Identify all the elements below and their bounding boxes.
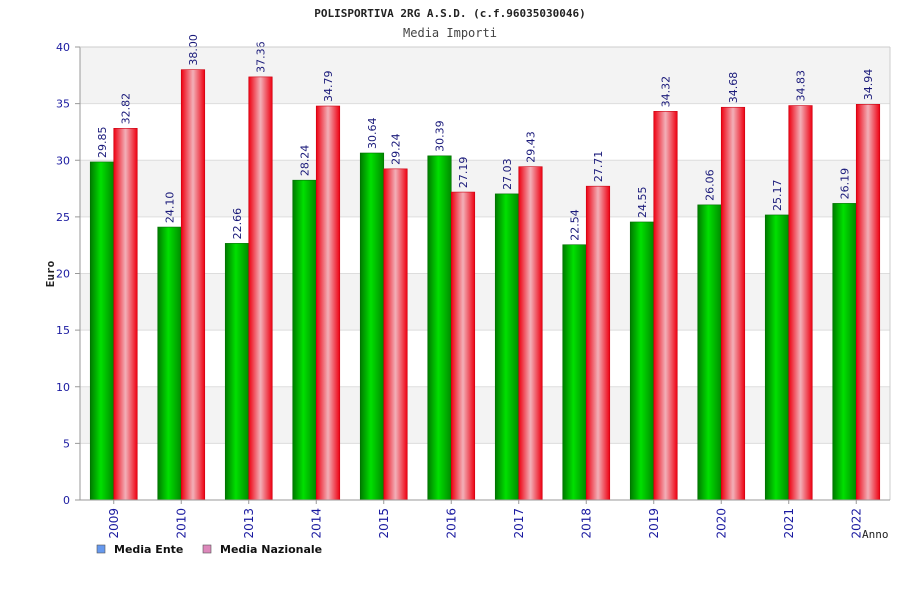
x-tick-label: 2021 bbox=[782, 508, 796, 539]
y-tick-label: 10 bbox=[56, 381, 70, 394]
x-tick-label: 2017 bbox=[512, 508, 526, 539]
data-label: 27.19 bbox=[457, 157, 470, 189]
x-axis-label: Anno bbox=[862, 528, 889, 541]
y-tick-label: 15 bbox=[56, 324, 70, 337]
bar-media-ente bbox=[359, 152, 385, 501]
x-tick-label: 2016 bbox=[444, 508, 458, 539]
x-tick-label: 2022 bbox=[849, 508, 863, 539]
grid-band bbox=[80, 386, 890, 444]
value-labels: 29.85 32.82 24.10 38.00 22.66 37.36 28.24 34.79… bbox=[96, 34, 875, 241]
grid-band bbox=[80, 273, 890, 331]
y-tick-label: 40 bbox=[56, 41, 70, 54]
data-label: 27.03 bbox=[501, 158, 514, 190]
data-label: 34.94 bbox=[862, 69, 875, 101]
data-label: 22.66 bbox=[231, 208, 244, 240]
bar-media-ente bbox=[697, 204, 722, 501]
x-tick-label: 2019 bbox=[647, 508, 661, 539]
bar-media-ente bbox=[832, 203, 857, 501]
bar-media-ente bbox=[89, 161, 115, 501]
y-tick-label: 35 bbox=[56, 98, 70, 111]
legend-swatch bbox=[202, 544, 212, 554]
y-tick-label: 20 bbox=[56, 268, 70, 281]
data-label: 37.36 bbox=[255, 41, 268, 73]
chart-title: POLISPORTIVA 2RG A.S.D. (c.f.96035030046… bbox=[314, 7, 586, 20]
x-tick-label: 2013 bbox=[242, 508, 256, 539]
y-tick-label: 0 bbox=[63, 494, 70, 507]
data-label: 30.64 bbox=[366, 118, 379, 150]
data-label: 34.32 bbox=[660, 76, 673, 108]
x-tick-label: 2020 bbox=[714, 508, 728, 539]
bar-media-nazionale bbox=[315, 105, 341, 501]
bar-media-nazionale bbox=[720, 106, 746, 501]
data-label: 30.39 bbox=[434, 120, 447, 152]
bar-media-nazionale bbox=[450, 191, 476, 501]
data-label: 28.24 bbox=[299, 145, 312, 177]
data-label: 27.71 bbox=[592, 151, 605, 183]
data-label: 34.79 bbox=[322, 71, 335, 103]
y-axis-label: Euro bbox=[44, 260, 57, 287]
x-tick-label: 2018 bbox=[579, 508, 593, 539]
grid-band bbox=[80, 160, 890, 217]
y-tick-label: 30 bbox=[56, 154, 70, 167]
legend-label: Media Nazionale bbox=[220, 543, 322, 556]
data-label: 29.85 bbox=[96, 126, 109, 158]
data-label: 26.06 bbox=[704, 169, 717, 201]
data-label: 24.10 bbox=[164, 192, 177, 224]
chart-subtitle: Media Importi bbox=[403, 26, 497, 40]
bar-media-nazionale bbox=[653, 111, 678, 501]
y-axis: 0 5 10 15 20 25 30 35 40 bbox=[56, 41, 891, 507]
x-tick-label: 2009 bbox=[107, 508, 121, 539]
bar-media-nazionale bbox=[585, 185, 611, 501]
data-label: 34.83 bbox=[795, 70, 808, 102]
data-label: 26.19 bbox=[839, 168, 852, 200]
y-tick-label: 25 bbox=[56, 211, 70, 224]
bar-media-nazionale bbox=[180, 69, 206, 501]
x-tick-label: 2010 bbox=[174, 508, 188, 539]
bar-media-nazionale bbox=[855, 104, 881, 501]
bar-media-ente bbox=[629, 221, 655, 501]
bar-media-nazionale bbox=[113, 128, 138, 501]
data-label: 22.54 bbox=[569, 209, 582, 241]
bar-media-ente bbox=[562, 244, 587, 501]
bar-media-nazionale bbox=[248, 76, 273, 501]
x-tick-label: 2014 bbox=[309, 508, 323, 539]
bar-media-nazionale bbox=[518, 166, 543, 501]
y-tick-label: 5 bbox=[63, 437, 70, 450]
data-label: 32.82 bbox=[120, 93, 133, 125]
data-label: 29.24 bbox=[390, 133, 403, 165]
x-tick-label: 2015 bbox=[377, 508, 391, 539]
bar-media-ente bbox=[157, 226, 182, 501]
legend-swatch bbox=[96, 544, 106, 554]
grid-band bbox=[80, 47, 890, 104]
data-label: 24.55 bbox=[636, 186, 649, 218]
bar-media-nazionale bbox=[383, 168, 408, 501]
bar-media-ente bbox=[292, 179, 317, 501]
legend: Media Ente Media Nazionale bbox=[96, 543, 322, 556]
legend-label: Media Ente bbox=[114, 543, 183, 556]
bar-media-ente bbox=[427, 155, 452, 501]
bar-media-nazionale bbox=[788, 105, 813, 501]
bar-media-ente bbox=[764, 214, 790, 501]
x-axis: 2009 2010 2013 2014 2015 2016 2017 2018 2019 2020… bbox=[80, 499, 890, 539]
data-label: 29.43 bbox=[525, 131, 538, 163]
data-label: 25.17 bbox=[771, 179, 784, 211]
data-label: 34.68 bbox=[727, 72, 740, 104]
bar-media-ente bbox=[494, 193, 520, 501]
bars bbox=[89, 69, 881, 501]
data-label: 38.00 bbox=[187, 34, 200, 66]
bar-media-ente bbox=[224, 243, 250, 501]
